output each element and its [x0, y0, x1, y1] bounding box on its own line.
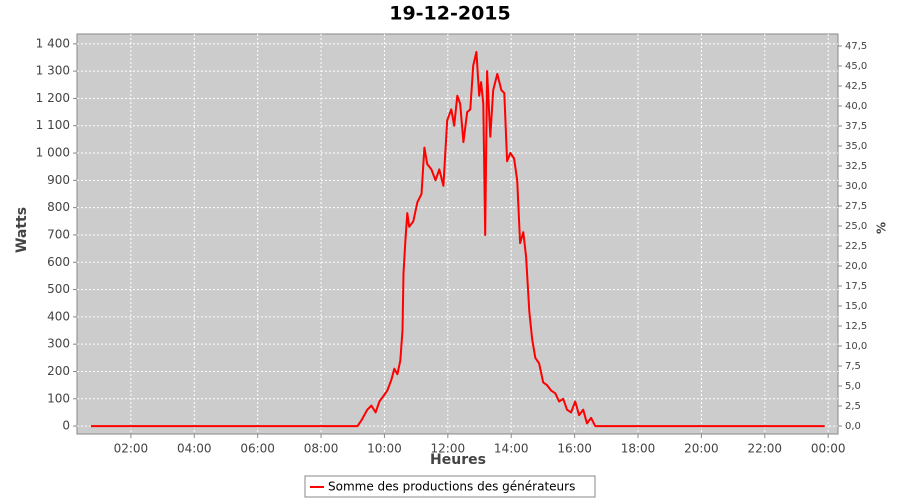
y-tick-label: 200 — [47, 364, 70, 378]
plot-area — [76, 33, 839, 435]
y-tick-label: 1 200 — [36, 91, 70, 105]
y2-tick-label: 7,5 — [845, 361, 861, 372]
y2-tick-label: 47,5 — [845, 41, 867, 52]
y-tick-label: 1 000 — [36, 146, 70, 160]
y2-tick-label: 27,5 — [845, 201, 867, 212]
x-tick-label: 18:00 — [621, 442, 656, 456]
y-tick-label: 400 — [47, 309, 70, 323]
x-tick-label: 02:00 — [114, 442, 149, 456]
x-tick-label: 04:00 — [177, 442, 212, 456]
x-axis-label: Heures — [430, 452, 486, 468]
y-tick-label: 100 — [47, 391, 70, 405]
y2-tick-label: 45,0 — [845, 61, 867, 72]
chart-title: 19-12-2015 — [389, 3, 511, 25]
x-tick-label: 12:00 — [431, 442, 466, 456]
y-tick-label: 700 — [47, 227, 70, 241]
y2-tick-label: 35,0 — [845, 141, 867, 152]
y2-axis-label: % — [875, 222, 889, 234]
y-tick-label: 1 400 — [36, 36, 70, 50]
y-tick-label: 0 — [62, 419, 70, 433]
y2-tick-label: 32,5 — [845, 161, 867, 172]
y-tick-label: 800 — [47, 200, 70, 214]
y2-tick-label: 30,0 — [845, 181, 867, 192]
y2-tick-label: 10,0 — [845, 341, 867, 352]
y2-tick-label: 0,0 — [845, 421, 861, 432]
y2-tick-label: 25,0 — [845, 221, 867, 232]
y2-tick-label: 17,5 — [845, 281, 867, 292]
y2-tick-label: 22,5 — [845, 241, 867, 252]
y-tick-label: 1 100 — [36, 118, 70, 132]
x-tick-label: 16:00 — [557, 442, 592, 456]
y2-tick-label: 2,5 — [845, 401, 861, 412]
y2-tick-label: 12,5 — [845, 321, 867, 332]
y2-tick-label: 20,0 — [845, 261, 867, 272]
x-tick-label: 06:00 — [240, 442, 275, 456]
x-tick-label: 00:00 — [811, 442, 846, 456]
y2-tick-label: 5,0 — [845, 381, 861, 392]
legend-label: Somme des productions des générateurs — [328, 480, 575, 494]
series-line — [90, 51, 825, 428]
y2-tick-label: 15,0 — [845, 301, 867, 312]
x-tick-label: 14:00 — [494, 442, 529, 456]
x-tick-label: 10:00 — [367, 442, 402, 456]
y-axis-label: Watts — [14, 207, 30, 253]
y-tick-label: 300 — [47, 337, 70, 351]
y-tick-label: 1 300 — [36, 64, 70, 78]
y2-tick-label: 42,5 — [845, 81, 867, 92]
x-tick-label: 20:00 — [684, 442, 719, 456]
x-tick-label: 22:00 — [747, 442, 782, 456]
y2-tick-label: 40,0 — [845, 101, 867, 112]
y-tick-label: 500 — [47, 282, 70, 296]
x-tick-label: 08:00 — [304, 442, 339, 456]
y-tick-label: 600 — [47, 255, 70, 269]
y-tick-label: 900 — [47, 173, 70, 187]
y2-tick-label: 37,5 — [845, 121, 867, 132]
legend — [304, 475, 596, 498]
